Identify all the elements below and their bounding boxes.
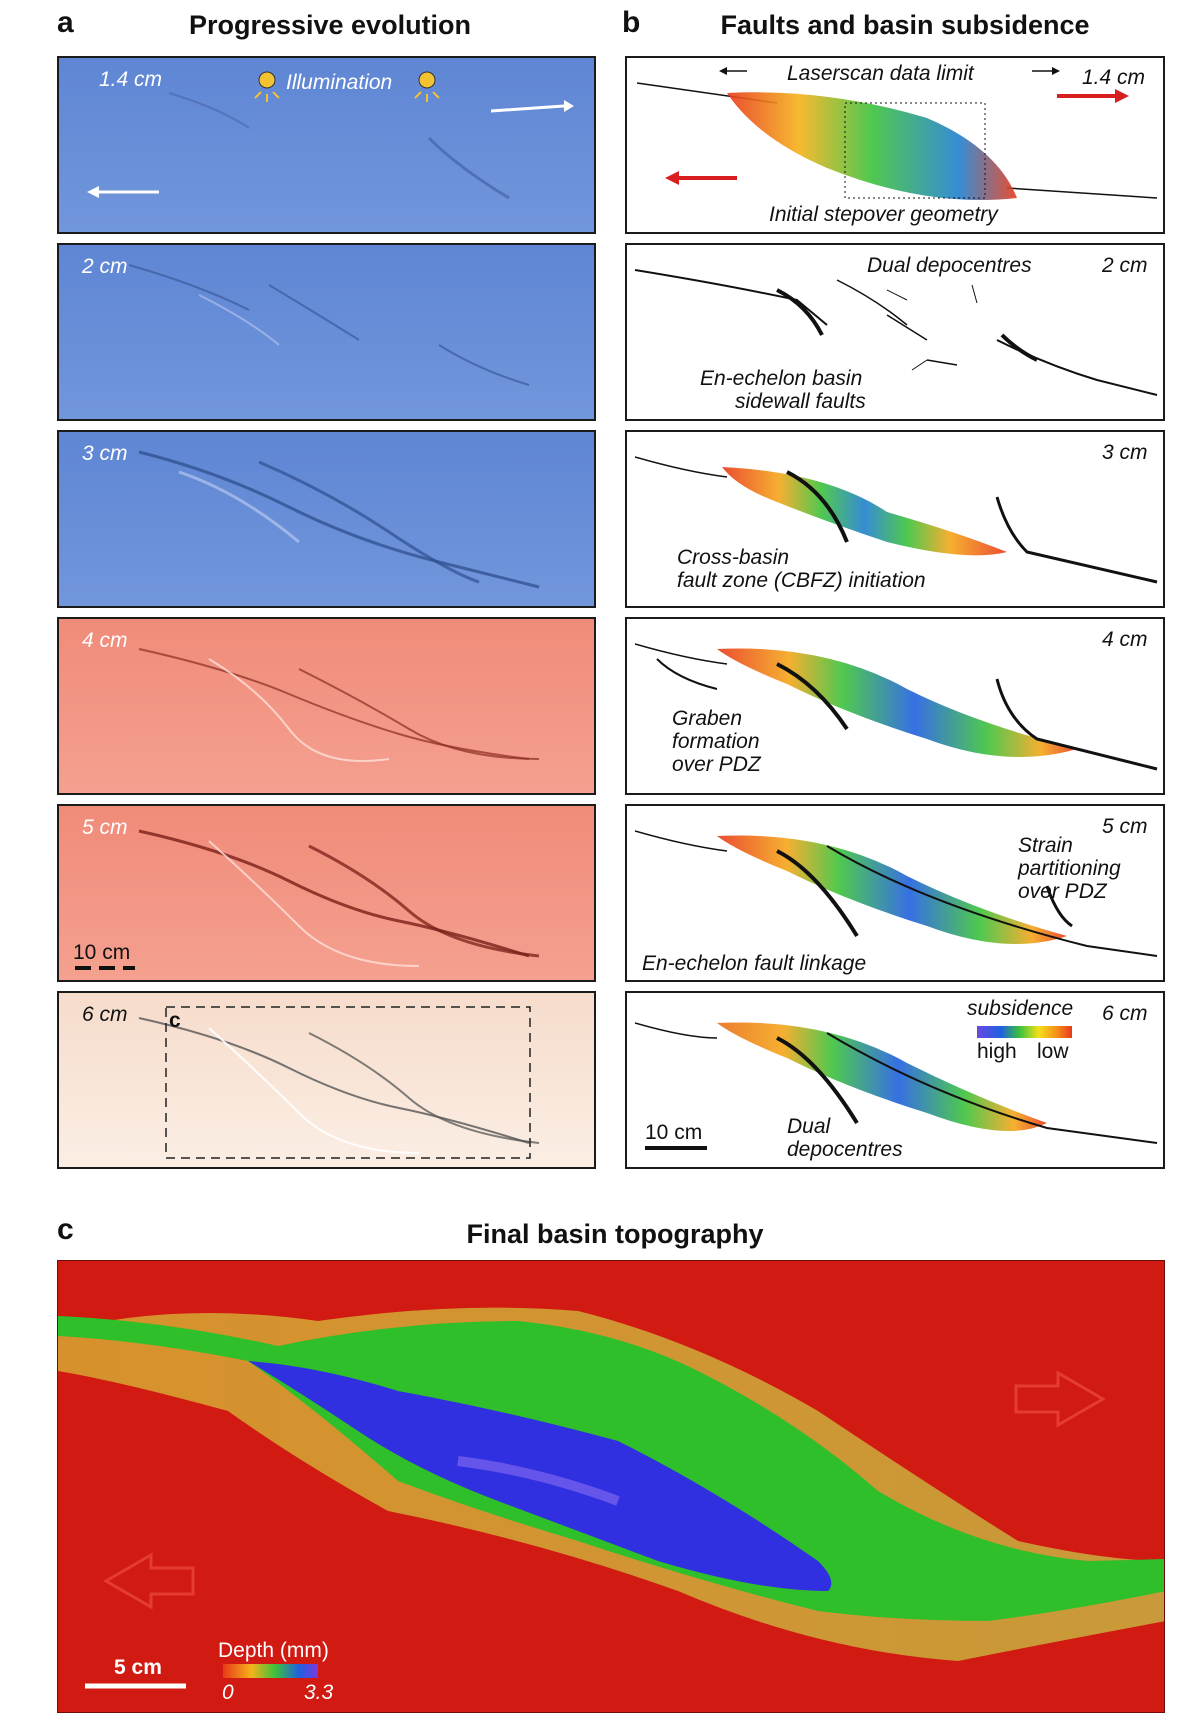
lamp-icon	[414, 71, 440, 102]
stage-label: 3 cm	[82, 442, 128, 465]
sidewall-label-2: sidewall faults	[735, 390, 866, 413]
graben-label-1: Graben	[672, 707, 743, 730]
scale-label: 10 cm	[73, 941, 131, 964]
legend-low: low	[1037, 1040, 1069, 1063]
panel-a-image-5: 5 cm 10 cm	[57, 804, 596, 982]
colorbar-max: 3.3	[304, 1681, 334, 1704]
stage-label: 6 cm	[1102, 1002, 1148, 1025]
panel-b-map-5: 5 cm Strain partitioning over PDZ En-ech…	[625, 804, 1165, 982]
graben-label-3: over PDZ	[672, 753, 761, 776]
panel-b-map-6: subsidence 6 cm high low Dual depocentre…	[625, 991, 1165, 1169]
colorbar-title: Depth (mm)	[218, 1639, 329, 1662]
panel-b-title: Faults and basin subsidence	[720, 10, 1090, 40]
panel-b-map-3: 3 cm Cross-basin fault zone (CBFZ) initi…	[625, 430, 1165, 608]
panel-a-image-2: 2 cm	[57, 243, 596, 421]
initial-geometry-label: Initial stepover geometry	[769, 203, 998, 226]
dual-label-2: depocentres	[787, 1138, 903, 1161]
scale-label: 10 cm	[645, 1121, 703, 1144]
cbfz-label-1: Cross-basin	[677, 546, 790, 569]
dual-label-1: Dual	[787, 1115, 831, 1138]
strain-label-1: Strain	[1018, 834, 1073, 857]
laserscan-label: Laserscan data limit	[787, 62, 974, 85]
dual-depocentres-label: Dual depocentres	[867, 254, 1032, 277]
sidewall-label-1: En-echelon basin	[700, 367, 863, 390]
panel-b-map-1: Laserscan data limit 1.4 cm Initial step…	[625, 56, 1165, 234]
strain-label-2: partitioning	[1018, 857, 1121, 880]
panel-b-map-2: Dual depocentres 2 cm En-echelon basin s…	[625, 243, 1165, 421]
stage-label: 5 cm	[1102, 815, 1148, 838]
panel-a-image-1: 1.4 cm Illumination	[57, 56, 596, 234]
panel-a-letter: a	[57, 6, 74, 39]
colorbar-min: 0	[222, 1681, 234, 1704]
right-arrow-icon	[1014, 1370, 1106, 1428]
graben-label-2: formation	[672, 730, 760, 753]
stage-label: 6 cm	[82, 1003, 128, 1026]
subsidence-colorbar	[977, 1026, 1072, 1038]
inset-box	[165, 1006, 531, 1159]
illumination-label: Illumination	[286, 71, 393, 94]
panel-a-image-6: 6 cm c	[57, 991, 596, 1169]
panel-c-title: Final basin topography	[466, 1219, 764, 1249]
cbfz-label-2: fault zone (CBFZ) initiation	[677, 569, 926, 592]
panel-c-map: 5 cm Depth (mm) 0 3.3	[57, 1260, 1165, 1713]
stage-label: 2 cm	[82, 255, 128, 278]
inset-label: c	[169, 1009, 181, 1032]
stage-label: 4 cm	[1102, 628, 1148, 651]
stage-label: 3 cm	[1102, 441, 1148, 464]
panel-b-map-4: 4 cm Graben formation over PDZ	[625, 617, 1165, 795]
legend-high: high	[977, 1040, 1017, 1063]
panel-a-image-4: 4 cm	[57, 617, 596, 795]
lamp-icon	[254, 71, 280, 102]
strain-label-3: over PDZ	[1018, 880, 1107, 903]
left-arrow-icon	[103, 1552, 195, 1610]
subsidence-label: subsidence	[967, 997, 1074, 1020]
stage-label: 4 cm	[82, 629, 128, 652]
panel-a-title: Progressive evolution	[188, 10, 472, 40]
panel-c-letter: c	[57, 1213, 74, 1246]
stage-label: 1.4 cm	[1082, 66, 1146, 89]
stage-label: 1.4 cm	[99, 68, 163, 91]
linkage-label: En-echelon fault linkage	[642, 952, 867, 975]
panel-a-image-3: 3 cm	[57, 430, 596, 608]
depth-colorbar	[223, 1664, 318, 1678]
stage-label: 2 cm	[1102, 254, 1148, 277]
panel-b-letter: b	[622, 6, 641, 39]
stage-label: 5 cm	[82, 816, 128, 839]
scale-label: 5 cm	[114, 1656, 162, 1679]
